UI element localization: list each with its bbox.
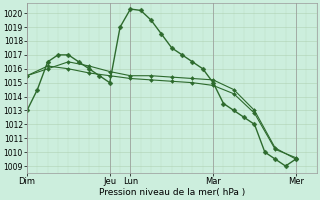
X-axis label: Pression niveau de la mer( hPa ): Pression niveau de la mer( hPa ) <box>99 188 245 197</box>
